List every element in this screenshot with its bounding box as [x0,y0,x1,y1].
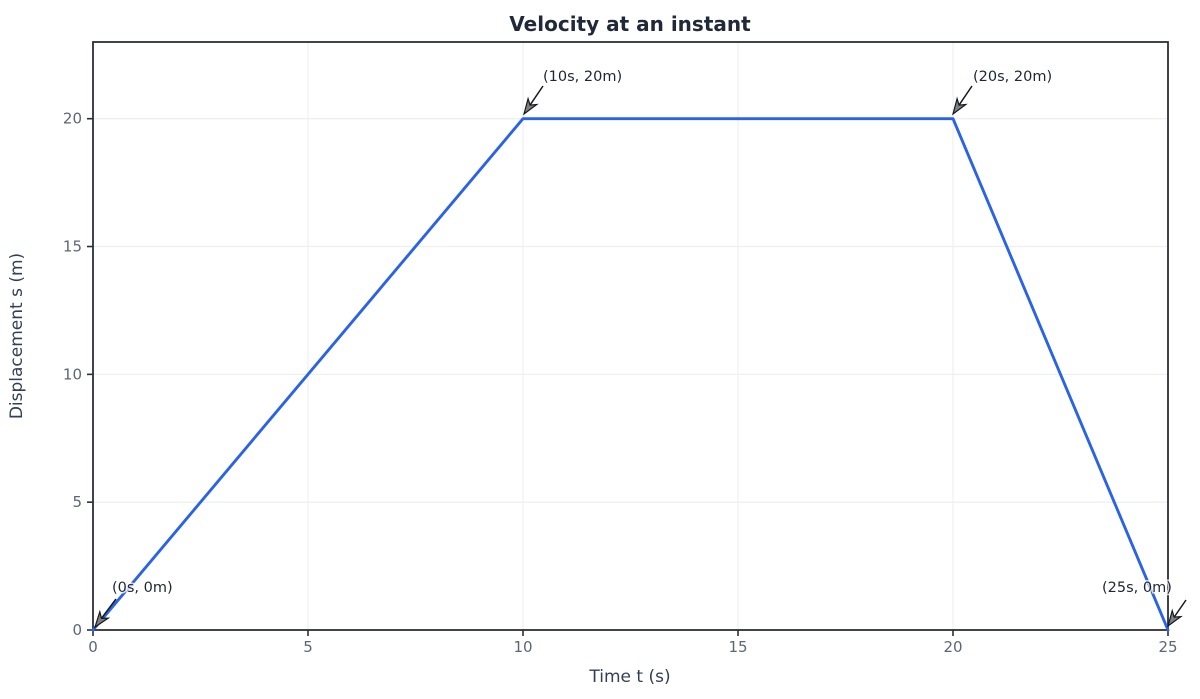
x-axis-label: Time t (s) [588,667,670,687]
annotation-arrow-shaft [958,85,973,106]
annotation-arrow-shaft [100,598,117,619]
annotation-label: (20s, 20m) [973,69,1052,85]
y-tick-label: 0 [72,621,82,639]
annotation-arrow-head [1166,608,1183,628]
annotation-arrow-head [522,96,539,116]
x-tick-label: 25 [1158,638,1177,656]
y-tick-label: 20 [63,110,82,128]
grid-layer [92,42,1169,631]
annotation-arrow-shaft [1173,599,1187,618]
chart-title: Velocity at an instant [509,12,751,36]
data-line [91,117,1170,632]
x-tick-label: 15 [728,638,747,656]
x-tick-label: 0 [88,638,98,656]
annotation-label: (10s, 20m) [543,69,622,85]
annotation-arrow-head [93,609,111,629]
x-tick-label: 20 [943,638,962,656]
annotation-label: (0s, 0m) [112,580,173,596]
x-tick-label: 5 [303,638,313,656]
y-tick-label: 15 [63,238,82,256]
annotation-arrow-head [951,96,968,116]
y-tick-label: 10 [63,365,82,383]
annotation-label: (25s, 0m) [1102,580,1172,596]
annotation-layer: (0s, 0m) (10s, 20m) (20s, 20m) (25s, 0m) [93,68,1187,629]
y-axis-label: Displacement s (m) [7,253,27,419]
x-tick-label: 10 [513,638,532,656]
series-layer [91,117,1170,632]
tick-layer: 0 5 10 15 20 25 0 5 10 15 20 [63,110,1178,656]
plot-frame [92,41,1169,631]
annotation-arrow-shaft [529,85,544,106]
y-tick-label: 5 [72,493,82,511]
